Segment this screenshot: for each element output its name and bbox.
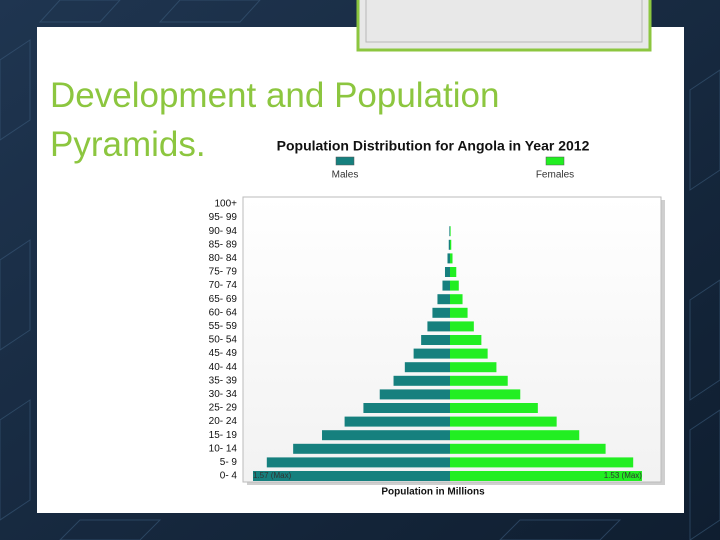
y-tick-label: 30- 34 (209, 389, 238, 400)
bar (293, 443, 450, 454)
bar (450, 457, 634, 468)
legend-swatch (545, 156, 565, 166)
y-tick-label: 10- 14 (209, 443, 238, 454)
bar (253, 471, 450, 481)
bar (432, 307, 450, 318)
bar (442, 280, 450, 291)
y-tick-label: 5- 9 (220, 457, 238, 468)
bar (450, 362, 497, 373)
bar (450, 253, 453, 264)
bar (450, 294, 463, 305)
y-tick-label: 40- 44 (209, 362, 238, 373)
x-axis-label: Population in Millions (381, 487, 485, 498)
y-tick-label: 35- 39 (209, 375, 238, 386)
bar (450, 280, 459, 291)
bar (450, 471, 642, 481)
bar (444, 267, 450, 277)
y-tick-label: 90- 94 (209, 226, 238, 237)
bar (266, 457, 450, 468)
y-tick-label: 60- 64 (209, 307, 238, 318)
bar (450, 416, 557, 427)
legend-label: Males (332, 170, 359, 181)
y-tick-label: 50- 54 (209, 335, 238, 346)
bar (450, 321, 474, 332)
bar (450, 307, 468, 318)
bar (393, 375, 450, 386)
bar (450, 267, 457, 277)
max-label: 1.57 (Max) (253, 471, 292, 480)
y-tick-label: 75- 79 (209, 267, 238, 278)
bar (450, 375, 508, 386)
bar (449, 226, 450, 237)
y-tick-label: 20- 24 (209, 416, 238, 427)
y-tick-label: 45- 49 (209, 348, 238, 359)
bar (450, 348, 488, 359)
y-tick-label: 85- 89 (209, 239, 238, 250)
bar (450, 389, 521, 400)
bar (450, 443, 606, 454)
y-tick-label: 0- 4 (220, 471, 238, 482)
y-tick-label: 65- 69 (209, 294, 238, 305)
y-tick-label: 100+ (214, 199, 237, 210)
bar (363, 403, 450, 413)
y-tick-label: 15- 19 (209, 430, 238, 441)
y-tick-label: 55- 59 (209, 321, 238, 332)
header-box-inner (365, 0, 643, 43)
max-label: 1.53 (Max) (604, 471, 643, 480)
y-tick-label: 70- 74 (209, 280, 238, 291)
bar (447, 253, 450, 264)
bar (344, 416, 450, 427)
bar (413, 348, 450, 359)
bar (450, 226, 451, 237)
y-tick-label: 80- 84 (209, 253, 238, 264)
bar (448, 239, 450, 250)
bar (450, 239, 452, 250)
bar (322, 430, 450, 441)
legend-label: Females (536, 170, 574, 181)
bar (450, 430, 580, 441)
bar (427, 321, 450, 332)
y-tick-label: 95- 99 (209, 212, 238, 223)
bar (437, 294, 450, 305)
bar (404, 362, 450, 373)
legend-swatch (335, 156, 355, 166)
bar (379, 389, 450, 400)
chart-title: Population Distribution for Angola in Ye… (277, 138, 590, 154)
slide-title: Development and Population Pyramids. (50, 76, 499, 164)
bar (450, 335, 482, 345)
bar (450, 403, 538, 413)
bar (421, 335, 450, 345)
y-tick-label: 25- 29 (209, 403, 238, 414)
